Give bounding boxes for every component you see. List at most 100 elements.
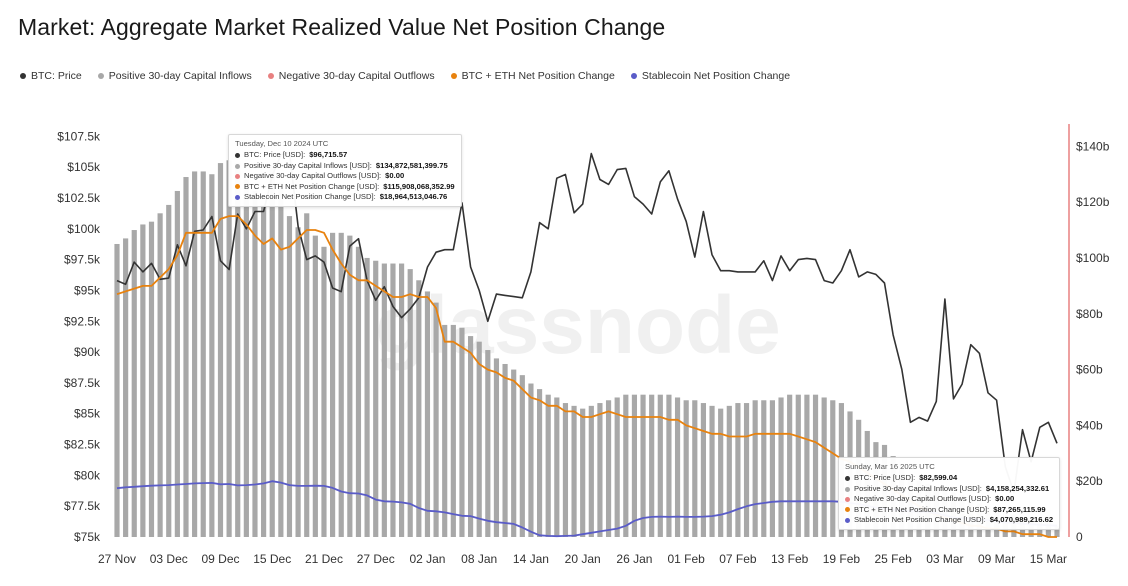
- series-point[interactable]: [1055, 442, 1058, 445]
- series-point[interactable]: [1021, 428, 1024, 431]
- series-point[interactable]: [642, 203, 645, 206]
- series-point[interactable]: [262, 242, 265, 245]
- series-point[interactable]: [288, 245, 291, 248]
- inflow-bar[interactable]: [226, 160, 232, 537]
- inflow-bar[interactable]: [752, 400, 758, 537]
- inflow-bar[interactable]: [312, 235, 318, 537]
- series-point[interactable]: [978, 352, 981, 355]
- series-point[interactable]: [762, 432, 765, 435]
- inflow-bar[interactable]: [140, 224, 146, 537]
- series-point[interactable]: [331, 486, 334, 489]
- series-point[interactable]: [357, 279, 360, 282]
- series-point[interactable]: [115, 293, 118, 296]
- series-point[interactable]: [633, 195, 636, 198]
- series-point[interactable]: [167, 277, 170, 280]
- inflow-bar[interactable]: [709, 405, 715, 537]
- series-point[interactable]: [322, 261, 325, 264]
- series-point[interactable]: [478, 362, 481, 365]
- inflow-bar[interactable]: [580, 408, 586, 537]
- series-point[interactable]: [685, 220, 688, 223]
- series-point[interactable]: [253, 234, 256, 237]
- inflow-bar[interactable]: [364, 257, 370, 537]
- series-point[interactable]: [590, 152, 593, 155]
- inflow-bar[interactable]: [830, 400, 836, 537]
- inflow-bar[interactable]: [528, 383, 534, 537]
- inflow-bar[interactable]: [407, 269, 413, 537]
- inflow-bar[interactable]: [511, 369, 517, 537]
- series-point[interactable]: [124, 283, 127, 286]
- series-point[interactable]: [728, 435, 731, 438]
- series-point[interactable]: [650, 515, 653, 518]
- series-point[interactable]: [193, 482, 196, 485]
- inflow-bar[interactable]: [554, 397, 560, 537]
- series-point[interactable]: [271, 237, 274, 240]
- legend-item-stablecoin[interactable]: Stablecoin Net Position Change: [630, 70, 790, 82]
- series-point[interactable]: [495, 371, 498, 374]
- inflow-bar[interactable]: [347, 235, 353, 537]
- series-point[interactable]: [469, 265, 472, 268]
- inflow-bar[interactable]: [700, 403, 707, 537]
- series-point[interactable]: [1055, 535, 1058, 538]
- inflow-bar[interactable]: [269, 165, 275, 538]
- series-point[interactable]: [202, 228, 205, 231]
- series-point[interactable]: [495, 293, 498, 296]
- series-point[interactable]: [598, 413, 601, 416]
- series-point[interactable]: [452, 513, 455, 516]
- series-point[interactable]: [917, 416, 920, 419]
- series-point[interactable]: [840, 269, 843, 272]
- series-point[interactable]: [219, 259, 222, 262]
- inflow-bar[interactable]: [631, 394, 638, 537]
- series-point[interactable]: [659, 415, 662, 418]
- series-point[interactable]: [564, 173, 567, 176]
- series-point[interactable]: [754, 270, 757, 273]
- series-point[interactable]: [581, 203, 584, 206]
- series-point[interactable]: [262, 482, 265, 485]
- series-point[interactable]: [642, 415, 645, 418]
- series-point[interactable]: [676, 515, 679, 518]
- inflow-bar[interactable]: [355, 246, 362, 537]
- series-point[interactable]: [314, 484, 317, 487]
- series-point[interactable]: [883, 281, 886, 284]
- series-point[interactable]: [159, 484, 162, 487]
- series-point[interactable]: [184, 264, 187, 267]
- series-point[interactable]: [253, 210, 256, 213]
- series-point[interactable]: [797, 435, 800, 438]
- series-point[interactable]: [1038, 426, 1041, 429]
- series-point[interactable]: [995, 399, 998, 402]
- series-point[interactable]: [340, 290, 343, 293]
- inflow-bar[interactable]: [1037, 523, 1043, 537]
- inflow-bar[interactable]: [295, 227, 301, 537]
- series-point[interactable]: [650, 212, 653, 215]
- series-point[interactable]: [141, 485, 144, 488]
- inflow-bar[interactable]: [743, 403, 750, 537]
- series-point[interactable]: [383, 290, 386, 293]
- series-point[interactable]: [340, 490, 343, 493]
- inflow-bar[interactable]: [726, 405, 732, 537]
- series-point[interactable]: [167, 484, 170, 487]
- series-point[interactable]: [685, 515, 688, 518]
- inflow-bar[interactable]: [252, 190, 258, 538]
- series-point[interactable]: [374, 498, 377, 501]
- series-point[interactable]: [115, 279, 118, 282]
- series-point[interactable]: [236, 215, 239, 218]
- series-point[interactable]: [150, 484, 153, 487]
- series-point[interactable]: [926, 420, 929, 423]
- inflow-bar[interactable]: [192, 171, 198, 537]
- series-point[interactable]: [788, 269, 791, 272]
- series-point[interactable]: [702, 515, 705, 518]
- inflow-bar[interactable]: [261, 204, 267, 538]
- series-point[interactable]: [685, 424, 688, 427]
- series-point[interactable]: [495, 521, 498, 524]
- legend-item-capital-inflows[interactable]: Positive 30-day Capital Inflows: [97, 70, 252, 82]
- series-point[interactable]: [141, 270, 144, 273]
- inflow-bar[interactable]: [467, 336, 474, 537]
- series-point[interactable]: [202, 231, 205, 234]
- series-point[interactable]: [331, 286, 334, 289]
- inflow-bar[interactable]: [536, 389, 543, 537]
- series-point[interactable]: [831, 500, 834, 503]
- series-point[interactable]: [297, 225, 300, 228]
- series-point[interactable]: [736, 270, 739, 273]
- series-point[interactable]: [805, 438, 808, 441]
- series-point[interactable]: [633, 519, 636, 522]
- series-point[interactable]: [961, 383, 964, 386]
